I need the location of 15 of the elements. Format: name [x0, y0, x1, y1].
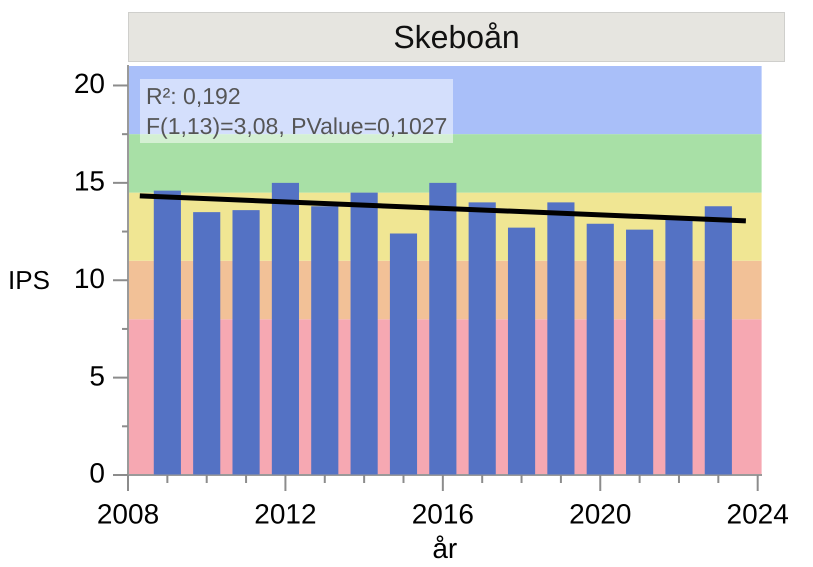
y-tick-label: 20	[74, 68, 105, 100]
y-tick-label: 10	[74, 262, 105, 294]
y-tick-label: 15	[74, 166, 105, 197]
x-tick-label: 2020	[569, 498, 632, 530]
annotation: F(1,13)=3,08, PValue=0,1027	[146, 112, 448, 141]
annotation: R²: 0,192	[146, 82, 242, 111]
y-tick-label: 5	[89, 360, 105, 392]
x-axis-title: år	[432, 532, 458, 564]
chart-title: Skeboån	[393, 18, 520, 56]
x-tick-label: 2008	[96, 498, 160, 530]
x-tick-label: 2016	[412, 498, 474, 530]
y-tick-label: 0	[89, 458, 105, 489]
x-tick-label: 2012	[254, 498, 317, 530]
y-axis-title: IPS	[8, 265, 50, 295]
x-tick-label: 2024	[726, 498, 789, 530]
